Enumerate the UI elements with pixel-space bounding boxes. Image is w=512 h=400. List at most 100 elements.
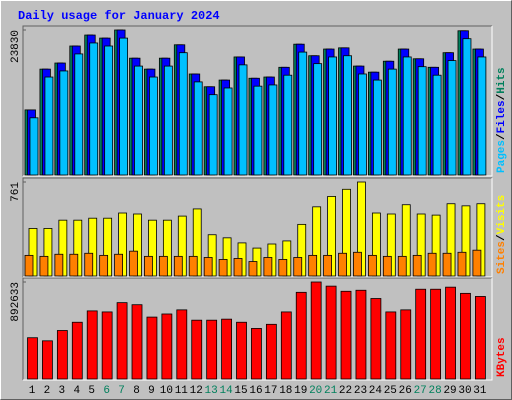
x-tick-label: 26 xyxy=(399,385,412,397)
bar xyxy=(442,252,452,277)
bar xyxy=(280,311,292,380)
x-tick-label: 11 xyxy=(175,385,189,397)
legend-separator: / xyxy=(496,93,508,100)
bar xyxy=(134,65,143,176)
bar xyxy=(340,290,352,380)
bar xyxy=(191,319,203,380)
x-tick-label: 4 xyxy=(73,385,80,397)
bar xyxy=(218,259,228,277)
bar xyxy=(131,304,143,380)
bar xyxy=(278,259,288,277)
x-tick-label: 3 xyxy=(59,385,66,397)
bar xyxy=(372,79,382,176)
bar xyxy=(99,254,109,277)
bar xyxy=(42,340,53,380)
bar xyxy=(84,252,94,277)
bar xyxy=(114,253,123,277)
bar xyxy=(457,251,467,277)
x-tick-label: 24 xyxy=(369,385,383,397)
chart-title: Daily usage for January 2024 xyxy=(18,9,220,23)
legend-entry: Hits xyxy=(496,67,508,93)
legend: Pages/Files/Hits xyxy=(496,67,508,173)
x-tick-label: 10 xyxy=(160,385,173,397)
bar xyxy=(69,253,79,277)
bar xyxy=(462,38,472,176)
bar xyxy=(415,288,427,380)
x-tick-label: 8 xyxy=(133,385,140,397)
bar xyxy=(353,251,362,277)
panel-border-light xyxy=(23,178,493,278)
bar xyxy=(104,45,114,176)
panel-border-light xyxy=(23,278,493,381)
bar xyxy=(146,316,158,380)
bar xyxy=(74,53,84,176)
bar xyxy=(430,288,442,380)
bar xyxy=(308,254,318,277)
bar xyxy=(293,257,303,277)
x-tick-label: 1 xyxy=(29,385,36,397)
bar xyxy=(71,321,83,380)
panel-border-light xyxy=(23,26,493,177)
bar xyxy=(253,85,263,176)
panel-border-dark xyxy=(22,177,492,277)
panel-border-dark xyxy=(22,277,492,380)
x-tick-label: 29 xyxy=(443,385,456,397)
bar xyxy=(54,253,64,277)
bar xyxy=(173,255,183,277)
bar xyxy=(460,292,471,380)
x-tick-label: 19 xyxy=(294,385,307,397)
x-tick-label: 2 xyxy=(44,385,51,397)
y-tick-label: 892633 xyxy=(10,282,22,322)
x-tick-label: 16 xyxy=(249,385,262,397)
legend: KBytes xyxy=(496,337,508,377)
legend-entry: Visits xyxy=(496,195,508,235)
bar xyxy=(149,76,158,176)
x-tick-label: 23 xyxy=(354,385,367,397)
bar xyxy=(29,117,39,176)
x-tick-label: 27 xyxy=(414,385,427,397)
x-tick-label: 5 xyxy=(88,385,95,397)
bar xyxy=(474,296,486,380)
bar xyxy=(27,337,38,380)
bar xyxy=(129,250,138,277)
bar xyxy=(310,281,322,380)
bar xyxy=(86,310,98,380)
bar xyxy=(268,84,278,176)
x-tick-label: 6 xyxy=(103,385,110,397)
x-tick-label: 14 xyxy=(219,385,233,397)
bar xyxy=(178,52,188,176)
bar xyxy=(432,74,442,176)
bar xyxy=(206,319,218,380)
bar xyxy=(313,63,323,176)
bar xyxy=(176,309,188,380)
bar xyxy=(158,255,168,277)
bar xyxy=(283,74,293,176)
bar xyxy=(223,87,233,176)
y-tick-label: 761 xyxy=(10,182,22,202)
x-tick-label: 13 xyxy=(205,385,218,397)
legend-entry: Files xyxy=(496,100,508,133)
bar xyxy=(203,257,213,277)
bar xyxy=(39,255,49,277)
bar xyxy=(238,64,248,176)
x-tick-label: 15 xyxy=(234,385,247,397)
bar xyxy=(385,311,397,380)
x-tick-label: 7 xyxy=(118,385,125,397)
bar xyxy=(387,68,397,176)
bar xyxy=(477,56,487,176)
bar xyxy=(116,302,128,380)
legend-separator: / xyxy=(496,133,508,140)
bar xyxy=(208,94,218,176)
bar xyxy=(397,255,407,277)
bar xyxy=(24,254,34,277)
x-tick-label: 31 xyxy=(473,385,487,397)
legend: Sites/Visits xyxy=(496,195,508,274)
bar xyxy=(355,289,367,380)
bar xyxy=(263,257,273,277)
bar xyxy=(358,73,367,176)
x-tick-label: 28 xyxy=(429,385,442,397)
legend-entry: Sites xyxy=(496,241,508,274)
bar xyxy=(233,258,243,277)
bar xyxy=(328,56,338,176)
x-tick-label: 20 xyxy=(309,385,322,397)
